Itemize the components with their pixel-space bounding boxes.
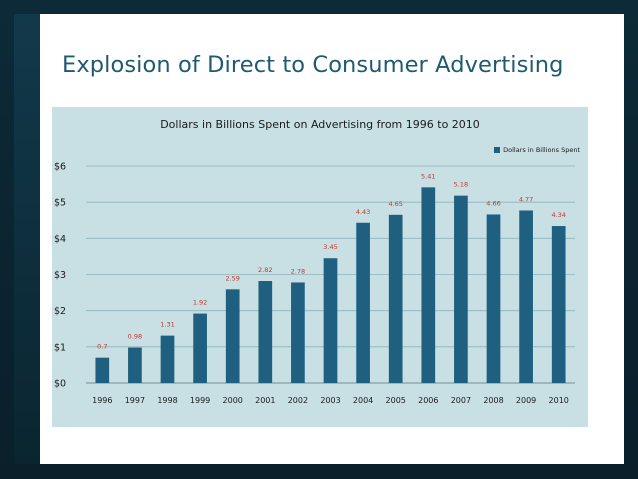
x-tick-label: 2000 xyxy=(223,396,243,405)
bar xyxy=(421,187,436,383)
x-tick-label: 2001 xyxy=(255,396,275,405)
bar xyxy=(551,226,566,383)
bar-value-label: 5.41 xyxy=(421,172,435,180)
bar-value-label: 1.92 xyxy=(193,299,207,307)
bar xyxy=(193,313,207,383)
bar-value-label: 3.45 xyxy=(323,243,337,251)
bar-value-label: 2.59 xyxy=(225,274,239,282)
x-tick-label: 2004 xyxy=(353,396,373,405)
bar-chart: $0 $1 $2 $3 $4 $5 $6 0.7 1996 0.98 1997 1.31 1998 1.9… xyxy=(54,162,575,405)
bar xyxy=(160,335,175,383)
y-tick-label: $1 xyxy=(54,342,66,353)
legend-swatch xyxy=(494,147,501,153)
x-tick-label: 2010 xyxy=(549,396,569,405)
bar-value-label: 0.7 xyxy=(97,343,107,351)
x-tick-label: 2009 xyxy=(516,396,536,405)
bar xyxy=(323,258,338,383)
x-tick-label: 1998 xyxy=(157,396,177,405)
slide-title: Explosion of Direct to Consumer Advertis… xyxy=(62,52,564,78)
chart-title: Dollars in Billions Spent on Advertising… xyxy=(160,118,480,131)
y-tick-label: $6 xyxy=(54,162,66,173)
bar-value-label: 4.43 xyxy=(356,208,370,216)
bar-value-label: 4.66 xyxy=(486,199,500,207)
x-tick-label: 2003 xyxy=(320,396,340,405)
bar xyxy=(258,281,273,383)
bar-value-label: 4.77 xyxy=(519,195,533,203)
bar-value-label: 5.18 xyxy=(454,181,468,189)
x-tick-label: 2002 xyxy=(288,396,308,405)
legend-label: Dollars in Billions Spent xyxy=(503,146,580,154)
y-tick-label: $4 xyxy=(54,234,66,245)
source-note: Source: Kantar Media. Totals are for 17 … xyxy=(60,432,594,444)
bar xyxy=(486,214,501,383)
bar-value-label: 1.31 xyxy=(160,321,174,329)
y-tick-label: $0 xyxy=(54,379,66,390)
bar xyxy=(519,210,533,383)
bar-value-label: 0.98 xyxy=(128,333,142,341)
x-tick-label: 2006 xyxy=(418,396,438,405)
y-tick-label: $2 xyxy=(54,306,66,317)
bar-value-label: 2.82 xyxy=(258,266,272,274)
chart-container: Dollars in Billions Spent on Advertising… xyxy=(52,107,588,427)
bar xyxy=(128,347,142,383)
bar-value-label: 4.34 xyxy=(551,211,565,219)
bar-value-label: 4.65 xyxy=(388,200,402,208)
x-tick-label: 1996 xyxy=(92,396,112,405)
x-tick-label: 1997 xyxy=(125,396,145,405)
bar xyxy=(388,214,403,383)
bar xyxy=(291,282,305,383)
y-tick-label: $3 xyxy=(54,270,66,281)
chart-legend: Dollars in Billions Spent xyxy=(494,146,580,154)
x-tick-label: 2007 xyxy=(451,396,471,405)
bar xyxy=(95,357,110,383)
bar xyxy=(356,222,370,383)
slide-left-accent-bar xyxy=(14,14,40,464)
y-tick-label: $5 xyxy=(54,198,66,209)
bar xyxy=(454,195,468,383)
bar-value-label: 2.78 xyxy=(291,267,305,275)
x-tick-label: 1999 xyxy=(190,396,210,405)
bar xyxy=(225,289,240,383)
x-tick-label: 2008 xyxy=(483,396,503,405)
x-tick-label: 2005 xyxy=(386,396,406,405)
